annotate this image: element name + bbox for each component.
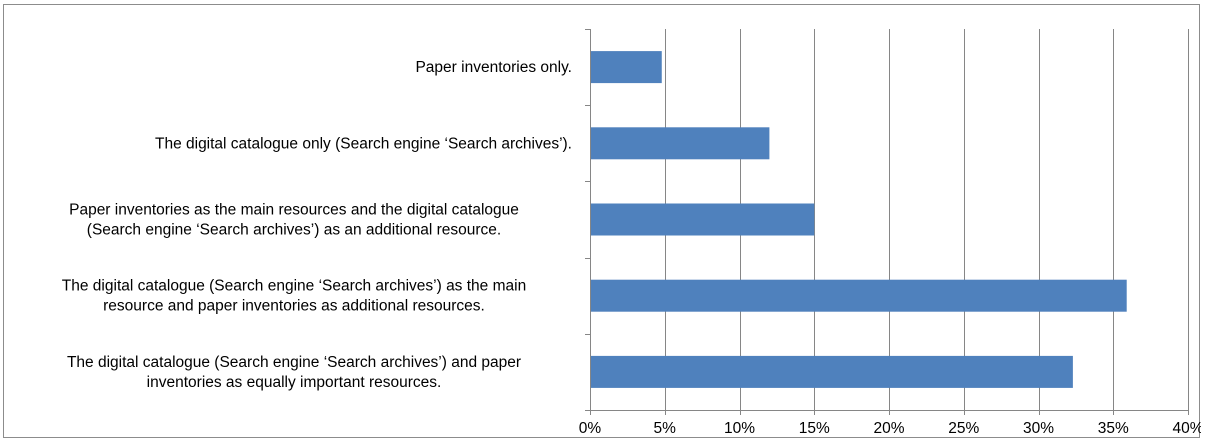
category-label: The digital catalogue (Search engine ‘Se… (62, 278, 526, 315)
x-tick-label: 35% (1098, 420, 1129, 437)
x-tick-label: 25% (948, 420, 979, 437)
x-tick-label: 5% (654, 420, 677, 437)
axes (585, 29, 1189, 415)
chart-frame: Paper inventories only. The digital catal… (3, 4, 1201, 438)
x-tick-label: 10% (724, 420, 755, 437)
category-label: The digital catalogue only (Search engin… (155, 135, 572, 152)
x-tick-label: 30% (1023, 420, 1054, 437)
category-label: The digital catalogue (Search engine ‘Se… (67, 354, 521, 391)
x-tick-label: 40% (1172, 420, 1201, 437)
x-tick-label: 15% (799, 420, 830, 437)
bar (591, 127, 770, 160)
bar (591, 279, 1127, 312)
x-tick-label: 20% (873, 420, 904, 437)
category-label: Paper inventories as the main resources … (69, 202, 519, 239)
category-label: Paper inventories only. (415, 59, 572, 76)
x-tick-label: 0% (579, 420, 602, 437)
category-labels: Paper inventories only. The digital catal… (62, 59, 572, 391)
x-tick-labels: 0% 5% 10% 15% 20% 25% 30% 35% 40% (579, 420, 1201, 437)
bar (591, 51, 662, 84)
gridlines (665, 29, 1189, 410)
bar (591, 203, 815, 236)
bars (591, 51, 1127, 388)
bar (591, 355, 1073, 388)
bar-chart: Paper inventories only. The digital catal… (62, 29, 1201, 437)
